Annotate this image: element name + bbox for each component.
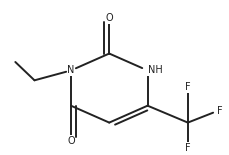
Text: F: F <box>184 143 190 153</box>
Text: O: O <box>105 13 113 23</box>
Text: F: F <box>184 82 190 92</box>
Text: NH: NH <box>147 65 162 75</box>
Text: N: N <box>67 65 74 75</box>
Text: F: F <box>216 106 221 116</box>
Text: O: O <box>67 136 74 146</box>
